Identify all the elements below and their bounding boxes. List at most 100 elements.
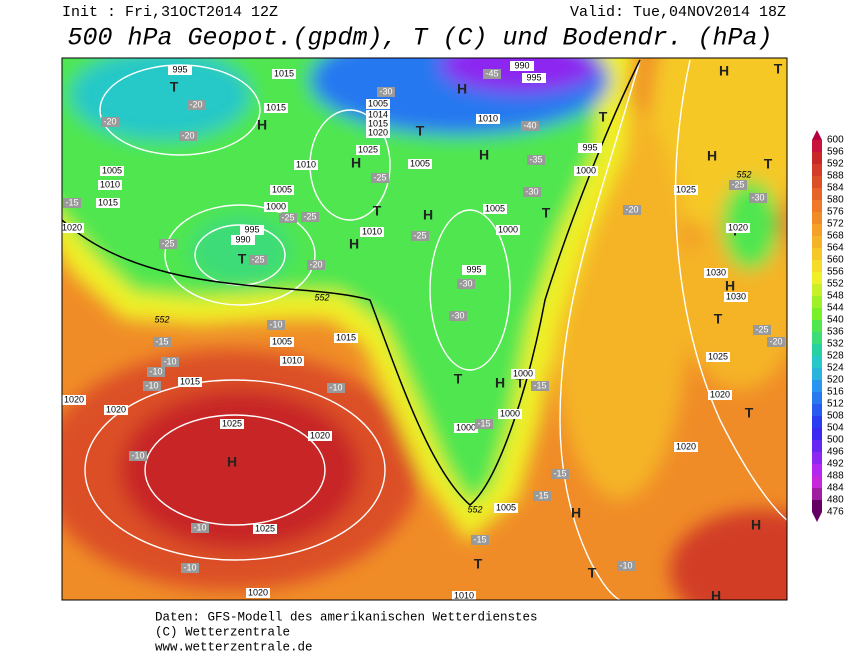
temperature-label-box: [159, 239, 177, 249]
temperature-label: -20: [769, 336, 782, 346]
isobar-label-box: [178, 377, 202, 387]
pressure-center: H: [571, 505, 581, 521]
temperature-label: -35: [529, 154, 542, 164]
colorbar-bin: [812, 224, 822, 236]
isobar: [144, 414, 326, 526]
colorbar-bin: [812, 452, 822, 464]
isobar-label-box: [264, 202, 288, 212]
pressure-center: T: [714, 311, 723, 327]
colorbar-label: 556: [827, 267, 844, 278]
isobar-label: 1005: [410, 158, 430, 168]
isobar-label-box: [360, 227, 384, 237]
pressure-center: T: [764, 156, 773, 172]
isobar-label-box: [704, 268, 728, 278]
isobar-label-box: [231, 235, 255, 245]
isobar-label: 1000: [456, 422, 476, 432]
pressure-center: H: [257, 117, 267, 133]
pressure-center: T: [474, 556, 483, 572]
isobar-label: 1010: [296, 159, 316, 169]
pressure-center: H: [457, 81, 467, 97]
isobar-label: 995: [526, 72, 541, 82]
temperature-label-box: [483, 69, 501, 79]
trough: [62, 58, 600, 505]
isobar-label: 990: [514, 60, 529, 70]
temperature-label: -10: [149, 366, 162, 376]
isobar-label: 1020: [728, 222, 748, 232]
colorbar-label: 548: [827, 291, 844, 302]
isobar-label: 1030: [726, 291, 746, 301]
colorbar-end: [812, 512, 822, 522]
isobar-label-box: [308, 431, 332, 441]
isobar-label-box: [726, 223, 750, 233]
height-label: 552: [314, 292, 329, 302]
colorbar-label: 524: [827, 363, 844, 374]
temperature-label: -25: [373, 172, 386, 182]
footer-line: (C) Wetterzentrale: [155, 625, 290, 639]
pressure-center: T: [588, 565, 597, 581]
pressure-center: H: [725, 278, 735, 294]
552-contour: [62, 59, 641, 506]
colorbar-label: 512: [827, 399, 844, 410]
temperature-label: -20: [625, 204, 638, 214]
pressure-center: T: [516, 375, 525, 391]
temperature-label-box: [617, 561, 635, 571]
geopotential-field: [62, 58, 787, 600]
temperature-label-box: [249, 255, 267, 265]
isobar-label-box: [366, 119, 390, 129]
temperature-label: -10: [269, 319, 282, 329]
isobar-label-box: [706, 352, 730, 362]
isobar-label-box: [62, 395, 86, 405]
isobar-label-box: [454, 423, 478, 433]
temperature-label-box: [623, 205, 641, 215]
isobar-label-box: [476, 114, 500, 124]
high-field: [120, 390, 360, 550]
isobar-label: 1005: [272, 336, 292, 346]
isobar-label: 1005: [272, 184, 292, 194]
colorbar-bin: [812, 284, 822, 296]
colorbar-bin: [812, 488, 822, 500]
temperature-label-box: [551, 469, 569, 479]
temperature-label-box: [753, 325, 771, 335]
isobar-label-box: [62, 223, 84, 233]
isobar: [559, 59, 641, 600]
temperature-label: -15: [533, 380, 546, 390]
isobar-label-box: [280, 356, 304, 366]
temperature-label-box: [267, 320, 285, 330]
colorbar-bin: [812, 260, 822, 272]
isobar-label: 1010: [478, 113, 498, 123]
isobar-label: 1005: [485, 203, 505, 213]
colorbar-bin: [812, 140, 822, 152]
isobar-label-box: [408, 159, 432, 169]
isobar-label-box: [98, 180, 122, 190]
isobar-label-box: [366, 110, 390, 120]
isobar-label: 1025: [255, 523, 275, 533]
height-label: 552: [154, 314, 169, 324]
pressure-center: T: [774, 61, 783, 77]
pressure-center: T: [416, 123, 425, 139]
colorbar-label: 508: [827, 411, 844, 422]
isobar-label-box: [366, 128, 390, 138]
colorbar-label: 536: [827, 327, 844, 338]
colorbar-bin: [812, 416, 822, 428]
colorbar-label: 540: [827, 315, 844, 326]
isobar-label-box: [724, 292, 748, 302]
isobar: [674, 59, 787, 521]
map-frame: [61, 57, 788, 601]
temperature-label: -25: [731, 179, 744, 189]
init-time: Init : Fri,31OCT2014 12Z: [62, 4, 278, 21]
pressure-center: H: [479, 147, 489, 163]
temperature-label: -10: [131, 450, 144, 460]
isobar-label: 1020: [676, 441, 696, 451]
isobar-label: 1010: [282, 355, 302, 365]
colorbar-bin: [812, 500, 822, 512]
colorbar-bin: [812, 332, 822, 344]
temperature-label: -30: [751, 192, 764, 202]
temperature-label-box: [153, 337, 171, 347]
temperature-label-box: [307, 260, 325, 270]
colorbar-bin: [812, 164, 822, 176]
colorbar-bin: [812, 200, 822, 212]
temperature-label: -40: [523, 120, 536, 130]
temperature-label-box: [729, 180, 747, 190]
temperature-label: -10: [163, 356, 176, 366]
temperature-label-box: [531, 381, 549, 391]
